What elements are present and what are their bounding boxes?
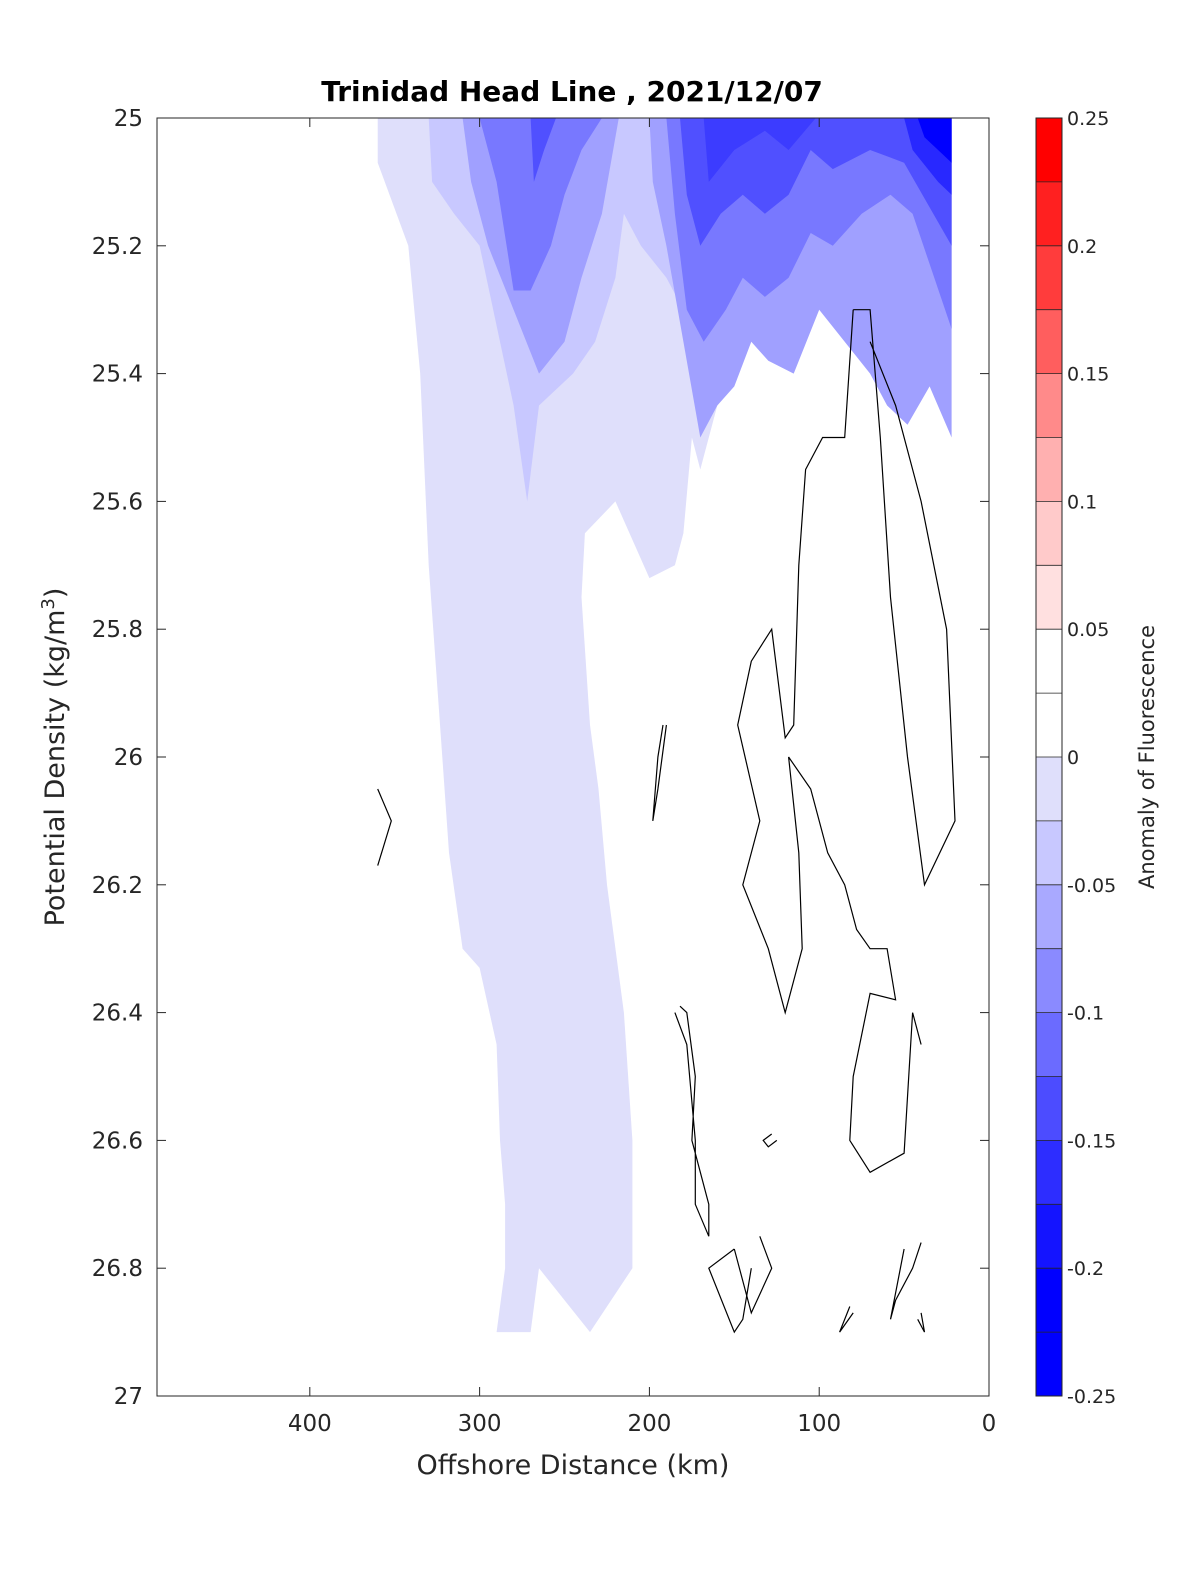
contour-fill-region-0 xyxy=(377,118,930,1333)
y-tick-label: 25.4 xyxy=(92,362,143,388)
colorbar-strip xyxy=(1036,693,1062,758)
colorbar-strip xyxy=(1036,1332,1062,1397)
colorbar-tick-label: -0.05 xyxy=(1067,875,1116,897)
contour-line-layer xyxy=(377,309,956,1334)
contour-line-4 xyxy=(674,1005,710,1237)
x-axis-title: Offshore Distance (km) xyxy=(417,1450,730,1481)
contour-line-2 xyxy=(737,309,922,1174)
colorbar-title: Anomaly of Fluorescence xyxy=(1135,625,1159,889)
colorbar-tick-label: -0.15 xyxy=(1067,1130,1116,1152)
x-tick-label: 100 xyxy=(797,1411,841,1437)
colorbar-strip xyxy=(1036,181,1062,247)
y-axis-title: Potential Density (kg/m3) xyxy=(38,588,71,927)
chart-title: Trinidad Head Line , 2021/12/07 xyxy=(321,75,823,108)
contour-fill-region-4 xyxy=(479,118,602,291)
colorbar-strip xyxy=(1036,884,1062,949)
x-tick-label: 300 xyxy=(458,1411,502,1437)
y-tick-label: 26.2 xyxy=(92,873,143,899)
contour-line-1 xyxy=(853,309,956,887)
y-tick-label: 27 xyxy=(114,1384,143,1410)
contour-line-5 xyxy=(762,1133,778,1148)
colorbar-tick-label: 0.1 xyxy=(1067,491,1097,513)
y-tick-label: 25.6 xyxy=(92,489,143,515)
contour-line-6 xyxy=(708,1248,752,1334)
colorbar-strip xyxy=(1036,245,1062,310)
colorbar-ticks: 0.25 0.2 0.15 0.1 0.05 0 -0.05 -0.1 -0.15 -0.2 -0.… xyxy=(1067,108,1116,1408)
colorbar-tick-label: -0.2 xyxy=(1067,1258,1104,1280)
y-tick-label: 25 xyxy=(114,106,143,132)
colorbar-tick-label: 0 xyxy=(1067,747,1079,769)
contour-line-3 xyxy=(652,724,667,821)
colorbar-tick-label: 0.05 xyxy=(1067,619,1109,641)
colorbar-strip xyxy=(1036,437,1062,502)
contour-fill-region-10 xyxy=(917,118,952,163)
x-tick-label: 200 xyxy=(627,1411,671,1437)
contour-line-0 xyxy=(377,788,392,866)
colorbar-strip xyxy=(1036,373,1062,438)
y-tick-label: 26.4 xyxy=(92,1001,143,1027)
y-tick-label: 25.8 xyxy=(92,617,143,643)
colorbar-strip xyxy=(1036,757,1062,822)
colorbar-strip xyxy=(1036,629,1062,694)
colorbar-strip xyxy=(1036,820,1062,886)
y-tick-label: 26.8 xyxy=(92,1256,143,1282)
y-axis-title-superscript: 3 xyxy=(38,598,59,609)
x-tick-label: 0 xyxy=(982,1411,997,1437)
colorbar-strip xyxy=(1036,565,1062,630)
colorbar-strips xyxy=(1036,118,1062,1397)
y-axis-title-main: Potential Density (kg/m xyxy=(40,610,71,927)
contour-line-10 xyxy=(733,1236,773,1315)
colorbar-strip xyxy=(1036,118,1062,183)
contour-line-8 xyxy=(889,1242,922,1320)
colorbar-tick-label: -0.25 xyxy=(1067,1386,1116,1408)
contour-line-9 xyxy=(917,1312,926,1333)
plot-area: 400 300 200 100 0 25 25.2 25.4 25.6 25.8 26 26.2 26… xyxy=(92,106,997,1437)
colorbar-tick-label: -0.1 xyxy=(1067,1003,1104,1025)
colorbar-strip xyxy=(1036,501,1062,566)
colorbar-strip xyxy=(1036,1140,1062,1205)
colorbar-strip xyxy=(1036,1268,1062,1333)
x-axis: 400 300 200 100 0 xyxy=(288,118,996,1437)
contour-fill-region-8 xyxy=(703,118,816,182)
colorbar-strip xyxy=(1036,1204,1062,1269)
contour-line-7 xyxy=(839,1306,854,1333)
contour-fill-layer xyxy=(377,118,952,1333)
colorbar-tick-label: 0.25 xyxy=(1067,108,1109,130)
y-axis: 25 25.2 25.4 25.6 25.8 26 26.2 26.4 26.6 26.8 27 xyxy=(92,106,989,1410)
colorbar-strip xyxy=(1036,309,1062,374)
contour-fill-region-7 xyxy=(680,118,952,246)
colorbar-tick-label: 0.2 xyxy=(1067,236,1097,258)
colorbar-strip xyxy=(1036,1012,1062,1077)
colorbar: 0.25 0.2 0.15 0.1 0.05 0 -0.05 -0.1 -0.15 -0.2 -0.… xyxy=(1035,108,1116,1408)
x-tick-label: 400 xyxy=(288,1411,332,1437)
y-axis-title-close: ) xyxy=(40,588,71,599)
y-tick-label: 25.2 xyxy=(92,234,143,260)
colorbar-strip xyxy=(1036,1076,1062,1141)
y-tick-label: 26 xyxy=(114,745,143,771)
contour-fill-region-6 xyxy=(530,118,556,182)
colorbar-frame xyxy=(1035,117,1063,1397)
colorbar-strip xyxy=(1036,948,1062,1013)
y-tick-label: 26.6 xyxy=(92,1128,143,1154)
colorbar-tick-label: 0.15 xyxy=(1067,364,1109,386)
